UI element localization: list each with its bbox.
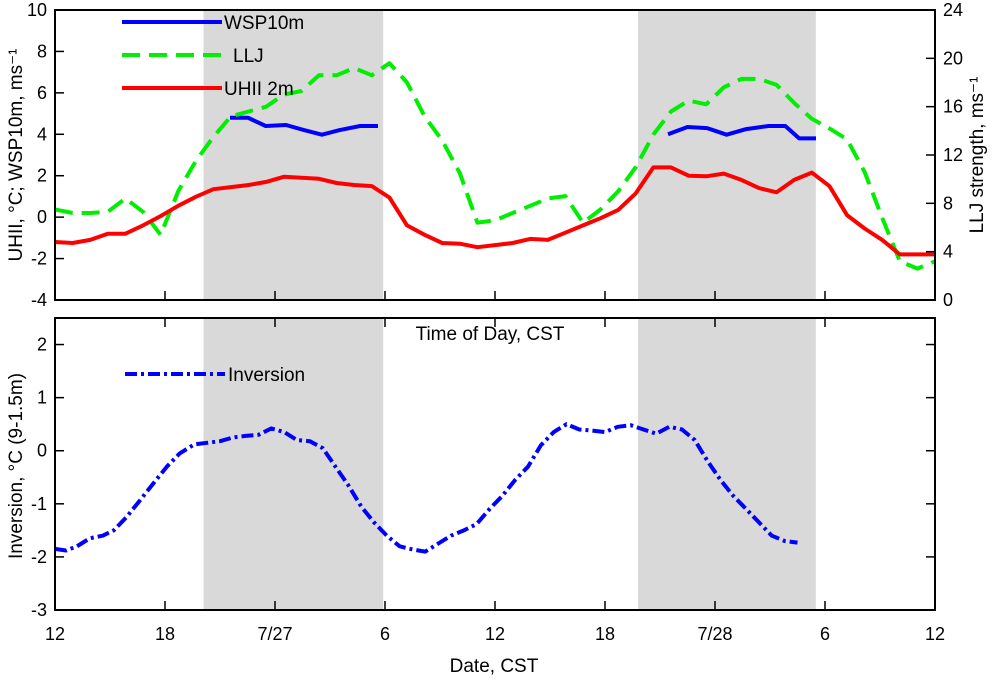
bottom-night-shade-1 [203,318,384,610]
top-x-axis-label: Time of Day, CST [416,324,565,345]
top-y-axis-label: UHII, °C; WSP10m, ms⁻¹ [6,49,27,262]
series-uhii-2m-line [54,165,935,257]
bottom-y-axis-label: Inversion, °C (9-1.5m) [6,373,27,559]
top-y2-tick-label: 4 [943,242,953,262]
top-y2-axis-label: LLJ strength, ms⁻¹ [967,77,988,234]
bottom-x-tick-label: 7/27 [257,624,292,644]
top-y2-tick-label: 16 [943,97,963,117]
top-y-tick-label: 0 [37,207,47,227]
top-y-tick-label: 8 [37,41,47,61]
bottom-x-axis-label: Date, CST [450,656,539,677]
top-y2-tick-label: 12 [943,145,963,165]
top-y-tick-label: 6 [37,83,47,103]
bottom-y-tick-label: 0 [37,441,47,461]
legend-inversion-label: Inversion [228,365,305,386]
bottom-y-tick-label: 1 [37,388,47,408]
bottom-x-tick-label: 18 [595,624,615,644]
bottom-x-tick-label: 18 [155,624,175,644]
top-night-shade-2 [638,10,816,300]
top-y2-tick-label: 8 [943,193,953,213]
bottom-x-tick-label: 12 [45,624,65,644]
legend-llj-label: LLJ [233,46,264,67]
bottom-night-shade-2 [638,318,816,610]
bottom-x-tick-label: 6 [380,624,390,644]
bottom-x-tick-label: 12 [485,624,505,644]
top-y-tick-label: 4 [37,124,47,144]
series-llj-line [54,61,936,271]
top-y-tick-label: 2 [37,166,47,186]
bottom-y-tick-label: -3 [31,600,47,620]
legend-wsp10m-label: WSP10m [224,13,304,34]
bottom-x-tick-label: 6 [820,624,830,644]
bottom-y-tick-label: -1 [31,494,47,514]
top-y2-tick-label: 0 [943,290,953,310]
top-y-tick-label: -4 [31,290,47,310]
top-y2-tick-label: 20 [943,48,963,68]
top-y-tick-label: 10 [27,0,47,20]
bottom-y-tick-label: -2 [31,547,47,567]
legend-uhii-2m-label: UHII 2m [224,79,294,100]
top-night-shade-1 [203,10,384,300]
bottom-x-tick-label: 7/28 [697,624,732,644]
bottom-y-tick-label: 2 [37,335,47,355]
series-inversion-line [54,422,798,554]
top-y-tick-label: -2 [31,249,47,269]
series-wsp10m-line-1 [230,115,378,137]
top-y2-tick-label: 24 [943,0,963,20]
bottom-x-tick-label: 12 [925,624,945,644]
series-wsp10m-line-2 [667,124,816,141]
